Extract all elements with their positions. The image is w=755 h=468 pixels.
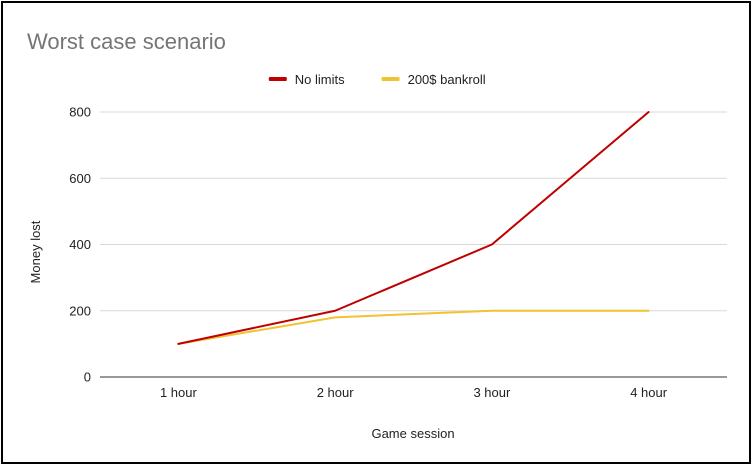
y-axis-ticks: 0 200 400 600 800: [69, 105, 91, 385]
chart-title: Worst case scenario: [27, 29, 226, 54]
x-axis-ticks: 1 hour 2 hour 3 hour 4 hour: [160, 385, 668, 400]
legend-label: 200$ bankroll: [408, 72, 486, 87]
x-tick-label: 1 hour: [160, 385, 198, 400]
y-axis-label: Money lost: [28, 220, 43, 283]
y-tick-label: 800: [69, 105, 91, 120]
x-tick-label: 3 hour: [473, 385, 511, 400]
y-tick-label: 600: [69, 171, 91, 186]
legend: No limits 200$ bankroll: [268, 72, 486, 87]
series-lines: [177, 111, 650, 345]
y-tick-label: 400: [69, 237, 91, 252]
gridlines: [100, 111, 727, 378]
legend-swatch: [381, 77, 400, 81]
x-tick-label: 2 hour: [317, 385, 355, 400]
series-line-2: [177, 309, 650, 345]
y-tick-label: 0: [84, 370, 91, 385]
x-axis-label: Game session: [371, 426, 454, 441]
legend-swatch: [268, 77, 287, 81]
series-line-1: [177, 111, 650, 345]
legend-label: No limits: [295, 72, 345, 87]
y-tick-label: 200: [69, 303, 91, 318]
x-tick-label: 4 hour: [630, 385, 668, 400]
